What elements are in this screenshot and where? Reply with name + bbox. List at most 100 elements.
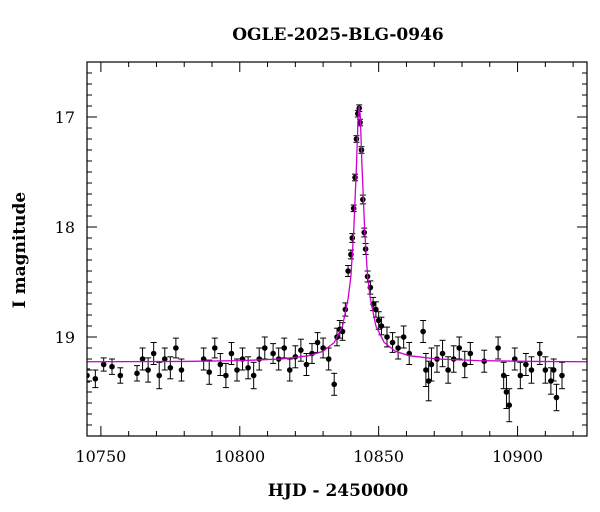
point-marker (325, 356, 332, 362)
data-point (353, 135, 360, 143)
point-marker (228, 350, 235, 357)
data-point (172, 337, 179, 359)
x-tick-label: 10850 (353, 447, 404, 466)
point-marker (178, 367, 185, 373)
data-point (320, 337, 327, 359)
point-marker (145, 367, 151, 373)
data-point (349, 233, 356, 243)
data-point (87, 368, 90, 383)
point-marker (503, 389, 510, 395)
point-marker (303, 361, 310, 368)
point-marker (395, 345, 401, 351)
data-point (406, 342, 413, 365)
data-point (428, 347, 435, 382)
point-marker (314, 339, 321, 346)
y-tick-label: 19 (55, 328, 75, 347)
point-marker (211, 345, 218, 351)
data-point (506, 388, 513, 423)
data-point (542, 356, 549, 384)
data-point (461, 350, 468, 379)
point-marker (331, 381, 338, 388)
point-marker (261, 345, 268, 351)
point-marker (428, 361, 435, 368)
data-point (270, 343, 277, 364)
x-tick-label: 10800 (214, 447, 265, 466)
point-marker (375, 317, 382, 324)
point-marker (456, 345, 463, 351)
data-point (550, 358, 557, 382)
data-point (445, 356, 452, 384)
point-marker (517, 372, 524, 379)
data-point (511, 347, 518, 371)
data-point (522, 353, 529, 376)
data-point (503, 375, 510, 409)
point-marker (150, 350, 157, 357)
data-point (553, 383, 560, 412)
point-marker (256, 356, 263, 362)
data-point (450, 345, 457, 373)
data-point (100, 357, 107, 372)
chart-title: OGLE-2025-BLG-0946 (232, 25, 444, 45)
data-point (517, 361, 524, 390)
point-marker (378, 323, 385, 329)
point-marker (542, 367, 549, 373)
x-tick-label: 10750 (75, 447, 126, 466)
point-marker (400, 334, 407, 340)
data-point (150, 342, 157, 365)
point-marker (373, 306, 379, 313)
data-point (331, 372, 338, 396)
data-point (314, 332, 321, 353)
data-point (439, 339, 446, 368)
point-marker (349, 235, 356, 241)
data-point (167, 356, 174, 380)
point-marker (523, 361, 529, 368)
point-marker (250, 372, 257, 379)
data-point (345, 265, 352, 277)
data-point (384, 326, 390, 348)
point-marker (389, 339, 396, 346)
point-marker (298, 347, 304, 354)
point-marker (117, 372, 124, 379)
point-marker (353, 136, 360, 142)
point-marker (450, 356, 457, 362)
x-tick-label: 10900 (492, 447, 543, 466)
data-point (286, 358, 293, 382)
data-point (211, 337, 218, 359)
point-marker (467, 350, 474, 357)
x-axis-label: HJD - 2450000 (268, 481, 409, 501)
point-marker (139, 356, 146, 362)
data-point (281, 337, 288, 359)
model-curve (87, 105, 587, 363)
plot-frame (86, 61, 588, 437)
data-point (92, 369, 99, 389)
data-point (250, 361, 257, 390)
point-marker (511, 356, 518, 362)
data-point (434, 345, 440, 373)
point-marker (270, 350, 276, 357)
data-point (325, 347, 332, 371)
data-point (217, 353, 224, 376)
data-point (234, 358, 240, 382)
point-marker (439, 350, 446, 357)
data-point (206, 359, 213, 385)
data-point (117, 367, 124, 384)
point-marker (345, 268, 351, 274)
point-marker (100, 361, 107, 368)
data-point (261, 336, 268, 360)
point-marker (445, 367, 451, 373)
data-point (134, 365, 140, 382)
point-marker (173, 345, 179, 351)
point-marker (528, 367, 535, 373)
point-marker (553, 394, 560, 401)
point-marker (206, 369, 213, 376)
data-point (395, 336, 402, 360)
point-marker (550, 367, 557, 373)
data-point (156, 361, 163, 390)
point-marker (495, 345, 501, 351)
point-marker (161, 356, 168, 362)
y-axis-label: I magnitude (10, 192, 30, 309)
data-point (239, 347, 246, 371)
data-point (303, 353, 310, 376)
data-point (456, 336, 463, 360)
